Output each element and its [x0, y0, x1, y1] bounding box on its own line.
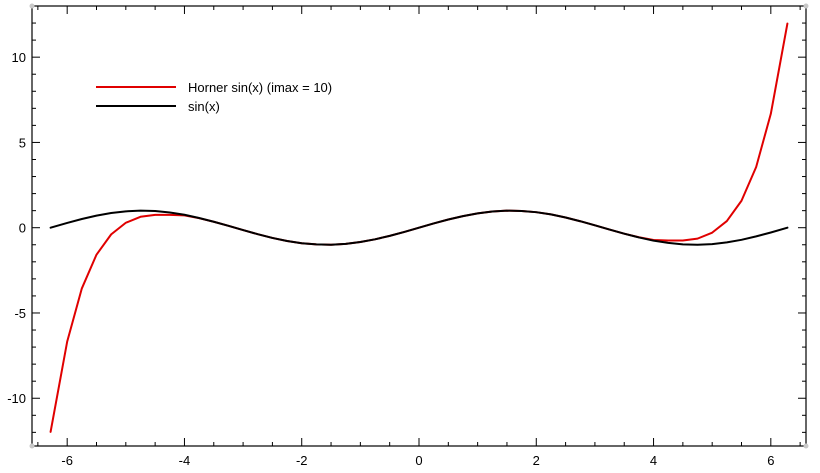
x-tick-label: 6 — [767, 453, 774, 468]
x-tick-label: 4 — [650, 453, 657, 468]
y-tick-label: -10 — [7, 391, 26, 406]
legend-label-0: Horner sin(x) (imax = 10) — [188, 80, 332, 95]
corner-markers — [29, 3, 809, 449]
series-layer — [49, 22, 789, 433]
y-tick-label: 0 — [19, 221, 26, 236]
x-axis-ticks: -6 -4 -2 0 2 4 6 — [37, 6, 801, 468]
x-tick-label: -2 — [296, 453, 308, 468]
x-tick-label: -6 — [61, 453, 73, 468]
x-tick-label: 0 — [415, 453, 422, 468]
series-line-1 — [49, 209, 789, 246]
y-tick-label: -5 — [14, 306, 26, 321]
legend: Horner sin(x) (imax = 10) sin(x) — [96, 80, 332, 114]
legend-label-1: sin(x) — [188, 99, 220, 114]
y-tick-label: 5 — [19, 135, 26, 150]
plot-area — [31, 5, 807, 447]
y-tick-label: 10 — [12, 50, 26, 65]
x-tick-label: -4 — [179, 453, 191, 468]
y-axis-ticks: -10 -5 0 5 10 — [7, 5, 806, 433]
x-tick-label: 2 — [533, 453, 540, 468]
